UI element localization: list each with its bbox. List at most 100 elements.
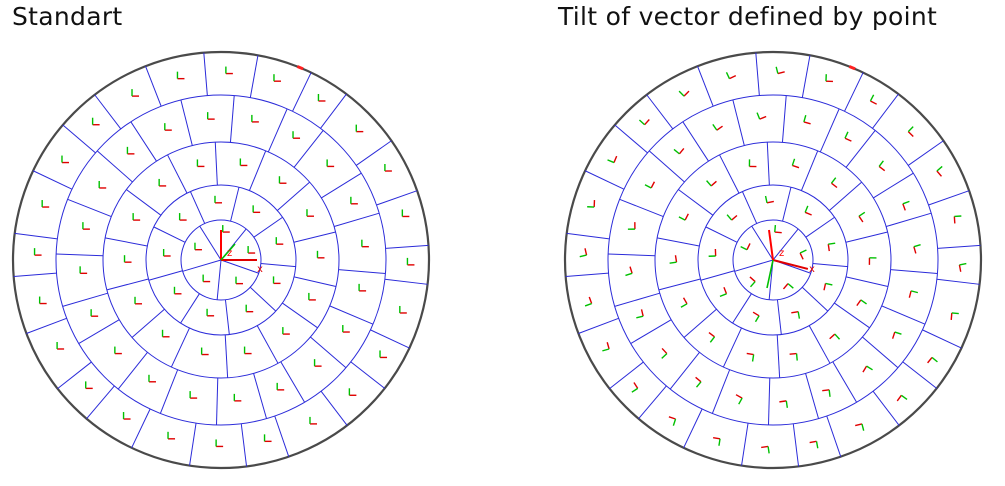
cell-vector-icon: [278, 176, 287, 184]
mesh-edge: [801, 55, 811, 98]
mesh-edge: [240, 423, 248, 467]
mesh-ring: [145, 184, 297, 336]
cell-vector-icon: [761, 445, 770, 454]
cell-vector-icon: [774, 225, 782, 234]
cell-vector-icon: [712, 123, 723, 131]
cell-vector-icon: [342, 325, 350, 333]
cell-vector-icon: [41, 200, 50, 208]
cell-vector-icon: [384, 164, 392, 172]
mesh-edge: [936, 278, 980, 285]
mesh-edge: [321, 172, 362, 199]
cell-vector-icon: [358, 283, 367, 292]
cell-vector-icon: [913, 244, 921, 254]
cell-vector-icon: [313, 359, 322, 367]
mesh-edge: [170, 327, 190, 368]
mesh-edge: [767, 377, 771, 425]
cell-vector-icon: [638, 119, 650, 126]
cell-vector-icon: [644, 181, 656, 189]
mesh-ring: [607, 94, 939, 426]
mesh-ring: [732, 219, 814, 301]
cell-vector-icon: [263, 434, 272, 443]
cell-vector-icon: [607, 155, 618, 164]
mesh-edge: [350, 361, 385, 389]
cell-vector-icon: [936, 165, 943, 177]
mesh-edge: [584, 170, 625, 190]
mesh-edge: [648, 150, 685, 183]
mesh-edge: [214, 142, 218, 186]
cell-vector-icon: [708, 331, 716, 343]
cell-vector-icon: [752, 311, 760, 323]
cell-vector-icon: [927, 356, 938, 364]
mesh-edge: [902, 361, 937, 389]
cell-vector-icon: [902, 200, 910, 211]
mesh-edge: [722, 327, 742, 368]
axis-label-x: x: [257, 264, 263, 275]
mesh-edge: [578, 317, 619, 334]
mesh-edge: [881, 305, 926, 325]
cell-vector-icon: [406, 257, 415, 266]
axis-label-z: z: [779, 248, 784, 259]
mesh-edge: [57, 361, 92, 390]
cell-vector-icon: [661, 347, 668, 359]
cell-vector-icon: [292, 131, 301, 139]
mesh-edge: [94, 94, 122, 130]
cell-vector-icon: [123, 255, 132, 263]
mesh-edge: [385, 244, 429, 249]
cell-vector-icon: [401, 209, 410, 218]
mesh-ring: [654, 141, 892, 379]
mesh-edge: [614, 124, 648, 154]
cell-vector-icon: [379, 350, 388, 359]
cell-vector-icon: [668, 416, 677, 426]
cell-vector-icon: [202, 274, 211, 283]
mesh-edge: [310, 336, 347, 369]
mesh-edge: [826, 415, 842, 457]
panel-title-tilt: Tilt of vector defined by point: [558, 2, 938, 31]
cell-vector-icon: [735, 394, 743, 405]
cell-vector-icon: [844, 131, 852, 142]
cell-vector-icon: [749, 276, 756, 288]
mesh-edge: [131, 408, 151, 449]
mesh-edge: [565, 272, 609, 278]
mesh-edge: [834, 302, 870, 329]
mesh-edge: [705, 226, 738, 243]
mesh-edge: [937, 244, 981, 249]
mesh-ring: [697, 184, 849, 336]
mesh-edge: [792, 423, 800, 467]
cell-vector-icon: [740, 243, 751, 251]
cell-vector-icon: [822, 389, 831, 397]
cell-vector-icon: [200, 347, 209, 356]
cell-vector-icon: [878, 160, 886, 172]
mesh-edge: [928, 190, 970, 206]
mesh-edge: [844, 72, 864, 112]
cell-vector-icon: [275, 237, 284, 245]
cell-vector-icon: [235, 276, 244, 285]
mesh-edge: [229, 95, 235, 143]
mesh-edge: [683, 308, 717, 338]
cell-vector-icon: [131, 89, 140, 97]
mesh-edge: [678, 189, 714, 216]
mesh-edge: [656, 237, 700, 247]
mesh-edge: [719, 154, 740, 194]
cell-vector-icon: [91, 117, 100, 126]
mesh-edge: [872, 390, 900, 426]
mesh-edge: [62, 292, 108, 307]
mesh-edge: [776, 299, 782, 335]
mesh-edge: [801, 286, 829, 312]
mesh-edge: [890, 269, 938, 274]
cell-vector-icon: [122, 412, 131, 420]
cell-vector-icon: [114, 346, 122, 355]
mesh-edge: [180, 293, 200, 324]
mesh-edge: [638, 385, 667, 420]
mesh-edge: [131, 308, 165, 338]
cell-vector-icon: [158, 178, 167, 187]
cell-vector-icon: [222, 225, 230, 233]
mesh-edge: [67, 198, 112, 218]
mesh-edge: [732, 293, 752, 324]
mesh-edge: [180, 99, 193, 146]
cell-vector-icon: [38, 296, 47, 305]
mesh-edge: [159, 369, 179, 414]
cell-vector-icon: [225, 66, 233, 75]
cell-vector-icon: [713, 437, 721, 446]
cell-vector-icon: [85, 381, 93, 390]
